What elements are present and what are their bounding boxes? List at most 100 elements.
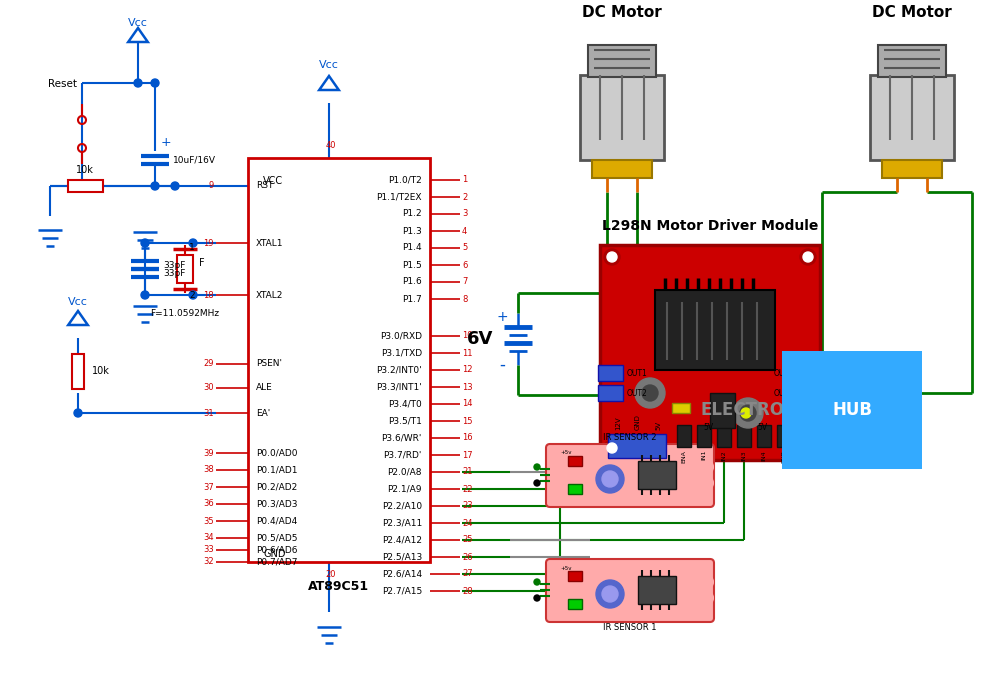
Text: 25: 25	[462, 536, 473, 545]
Text: 20: 20	[326, 570, 336, 579]
Bar	[68, 180, 103, 192]
Circle shape	[534, 480, 540, 486]
Text: P0.0/AD0: P0.0/AD0	[256, 448, 298, 457]
Bar	[72, 353, 84, 389]
Text: +5v: +5v	[560, 565, 572, 570]
Text: 26: 26	[462, 552, 473, 561]
Text: 4: 4	[462, 227, 467, 236]
Bar	[568, 456, 582, 466]
Text: 2: 2	[462, 193, 467, 202]
Text: 6: 6	[462, 261, 467, 270]
Text: 1: 1	[189, 243, 195, 252]
Text: IN4: IN4	[762, 450, 767, 461]
Bar	[797, 385, 822, 401]
Text: P1.4: P1.4	[402, 243, 422, 252]
FancyBboxPatch shape	[546, 559, 714, 622]
Bar	[568, 484, 582, 494]
Circle shape	[699, 591, 713, 605]
Circle shape	[741, 408, 751, 418]
Circle shape	[189, 291, 197, 299]
Text: P2.7/A15: P2.7/A15	[382, 586, 422, 595]
Text: P2.1/A9: P2.1/A9	[388, 484, 422, 493]
Text: P3.4/T0: P3.4/T0	[388, 399, 422, 408]
Text: 38: 38	[203, 466, 214, 475]
Text: 7: 7	[462, 277, 467, 286]
Circle shape	[642, 385, 658, 401]
Text: F: F	[199, 258, 205, 268]
Circle shape	[800, 440, 816, 456]
Circle shape	[74, 409, 82, 417]
Circle shape	[699, 575, 713, 589]
Text: 11: 11	[462, 349, 473, 358]
Bar	[878, 45, 946, 77]
Bar	[797, 365, 822, 381]
Circle shape	[699, 460, 713, 474]
Text: P2.6/A14: P2.6/A14	[382, 570, 422, 579]
Text: P2.0/A8: P2.0/A8	[388, 468, 422, 477]
Text: 23: 23	[462, 502, 473, 511]
Text: 10: 10	[462, 331, 473, 340]
Text: OUT3: OUT3	[774, 389, 795, 398]
Text: 3: 3	[462, 209, 467, 218]
Text: -: -	[499, 356, 505, 374]
Bar	[717, 425, 731, 447]
Text: 18: 18	[203, 290, 214, 299]
Text: +5v: +5v	[560, 450, 572, 455]
Circle shape	[151, 182, 159, 190]
Text: OUT2: OUT2	[627, 389, 648, 398]
Text: +: +	[161, 137, 172, 150]
Text: ENA: ENA	[682, 450, 686, 463]
Text: AT89C51: AT89C51	[308, 580, 370, 593]
Bar	[568, 571, 582, 581]
Text: 8: 8	[462, 295, 467, 304]
Text: P3.1/TXD: P3.1/TXD	[381, 349, 422, 358]
Text: ENB: ENB	[782, 450, 786, 463]
Text: 27: 27	[462, 570, 473, 579]
Text: IN1: IN1	[702, 450, 706, 461]
Circle shape	[803, 443, 813, 453]
Circle shape	[151, 79, 159, 87]
Text: RST: RST	[256, 182, 273, 191]
Text: P0.2/AD2: P0.2/AD2	[256, 482, 297, 491]
Text: Reset: Reset	[48, 79, 77, 89]
Text: VCC: VCC	[263, 176, 283, 186]
Circle shape	[607, 443, 617, 453]
Bar	[757, 425, 771, 447]
Text: 5V: 5V	[703, 423, 713, 432]
Circle shape	[800, 249, 816, 265]
Text: 9: 9	[209, 182, 214, 191]
Bar	[598, 385, 623, 401]
Text: 5: 5	[462, 243, 467, 252]
Text: OUT1: OUT1	[627, 369, 648, 378]
Text: P2.3/A11: P2.3/A11	[382, 518, 422, 527]
Text: P1.5: P1.5	[402, 261, 422, 270]
Circle shape	[602, 471, 618, 487]
Text: 35: 35	[203, 516, 214, 525]
Text: 10k: 10k	[76, 165, 94, 175]
Text: 21: 21	[462, 468, 473, 477]
Bar	[697, 425, 711, 447]
Circle shape	[602, 586, 618, 602]
Bar	[598, 365, 623, 381]
Text: 29: 29	[204, 360, 214, 369]
Text: 36: 36	[203, 500, 214, 509]
Bar	[677, 425, 691, 447]
Text: 10uF/16V: 10uF/16V	[173, 155, 216, 164]
Text: P3.7/RD': P3.7/RD'	[384, 450, 422, 459]
FancyBboxPatch shape	[546, 444, 714, 507]
Text: ALE: ALE	[256, 383, 273, 392]
Bar	[248, 158, 430, 562]
Circle shape	[635, 378, 665, 408]
Text: 16: 16	[462, 434, 473, 443]
Bar	[710, 393, 735, 428]
Text: PSEN': PSEN'	[256, 360, 282, 369]
Bar	[882, 160, 942, 178]
Text: P3.6/WR': P3.6/WR'	[382, 434, 422, 443]
Text: P0.3/AD3: P0.3/AD3	[256, 500, 298, 509]
Text: 5V: 5V	[655, 421, 661, 430]
Circle shape	[534, 579, 540, 585]
Bar	[580, 75, 664, 160]
Text: 6V: 6V	[467, 330, 493, 348]
Text: P2.5/A13: P2.5/A13	[382, 552, 422, 561]
Text: GND: GND	[635, 414, 641, 430]
